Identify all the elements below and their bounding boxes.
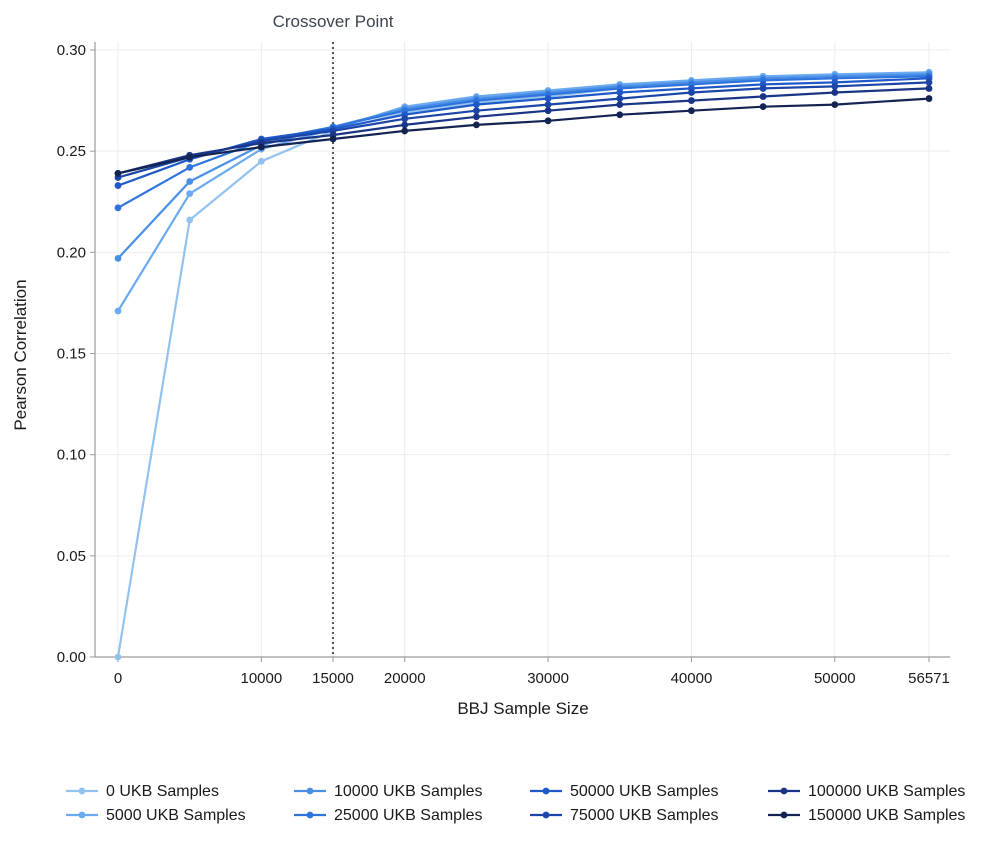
data-point [759, 103, 767, 111]
data-point [472, 101, 480, 109]
data-point [472, 113, 480, 121]
y-tick-label: 0.30 [57, 42, 86, 59]
data-point [114, 182, 122, 189]
legend-item: 0 UKB Samples [66, 783, 219, 800]
y-tick-label: 0.25 [57, 143, 86, 160]
data-point [114, 307, 122, 315]
x-tick-label: 0 [114, 670, 122, 687]
legend-label: 5000 UKB Samples [106, 807, 246, 824]
x-tick-label: 50000 [814, 670, 856, 687]
legend: 0 UKB Samples 5000 UKB Samples 10000 UKB S… [66, 783, 965, 824]
legend-item: 5000 UKB Samples [66, 807, 246, 824]
crossover-label: Crossover Point [273, 12, 394, 31]
data-point [186, 216, 194, 224]
legend-label: 0 UKB Samples [106, 783, 219, 800]
data-point [925, 95, 933, 102]
legend-swatch-marker [780, 787, 788, 795]
legend-item: 50000 UKB Samples [530, 783, 719, 800]
legend-label: 10000 UKB Samples [334, 783, 483, 800]
data-point [925, 85, 933, 92]
series-line [116, 71, 930, 658]
data-point [831, 89, 839, 96]
data-point [114, 255, 122, 262]
data-point [616, 111, 624, 119]
y-tick-label: 0.00 [57, 649, 86, 666]
legend-swatch-marker [542, 787, 550, 795]
legend-item: 100000 UKB Samples [768, 783, 965, 800]
legend-label: 150000 UKB Samples [808, 807, 965, 824]
legend-swatch-marker [306, 811, 314, 819]
data-point [831, 101, 839, 109]
series-line [117, 75, 930, 209]
legend-swatch-marker [78, 787, 86, 795]
legend-item: 10000 UKB Samples [294, 783, 483, 800]
data-point [329, 135, 337, 143]
data-point [114, 170, 122, 177]
legend-label: 75000 UKB Samples [570, 807, 719, 824]
series-line [117, 73, 930, 260]
data-point [688, 89, 695, 96]
x-tick-label: 10000 [241, 670, 283, 687]
data-point [114, 653, 122, 661]
data-point [925, 78, 933, 86]
series-group [114, 95, 933, 177]
y-axis-title: Pearson Correlation [11, 279, 30, 430]
legend-swatch-marker [306, 787, 314, 795]
x-tick-label: 40000 [671, 670, 713, 687]
data-point [401, 115, 409, 123]
data-point [759, 93, 767, 100]
data-point [544, 107, 552, 115]
x-axis-title: BBJ Sample Size [457, 699, 588, 718]
series-lines [114, 68, 933, 661]
y-tick-label: 0.20 [57, 244, 86, 261]
data-point [186, 190, 194, 198]
grid-lines [95, 42, 950, 658]
data-point [688, 107, 695, 115]
data-point [544, 101, 552, 109]
data-point [616, 95, 624, 102]
data-point [401, 127, 409, 135]
series-line [117, 77, 930, 187]
data-point [114, 204, 122, 212]
data-point [544, 117, 552, 125]
annotations: Crossover Point [273, 12, 394, 657]
legend-item: 150000 UKB Samples [768, 807, 965, 824]
series-line [117, 71, 930, 312]
legend-label: 100000 UKB Samples [808, 783, 965, 800]
data-point [616, 89, 624, 96]
axes: 0.00 0.05 0.10 0.15 0.20 0.25 0.30 0 10000 15000 2… [11, 42, 950, 718]
data-point [544, 95, 552, 102]
legend-label: 25000 UKB Samples [334, 807, 483, 824]
data-point [186, 178, 194, 185]
y-tick-label: 0.10 [57, 447, 86, 464]
legend-item: 75000 UKB Samples [530, 807, 719, 824]
x-tick-label: 15000 [312, 670, 354, 687]
data-point [759, 85, 767, 92]
data-point [831, 83, 839, 90]
y-tick-label: 0.15 [57, 346, 86, 363]
data-point [186, 153, 194, 161]
data-point [186, 163, 194, 171]
data-point [257, 143, 265, 151]
y-tick-label: 0.05 [57, 548, 86, 565]
legend-label: 50000 UKB Samples [570, 783, 719, 800]
legend-swatch-marker [78, 811, 86, 819]
data-point [616, 101, 624, 109]
x-tick-label: 20000 [384, 670, 426, 687]
x-tick-label: 30000 [527, 670, 569, 687]
legend-item: 25000 UKB Samples [294, 807, 483, 824]
legend-swatch-marker [542, 811, 550, 819]
data-point [401, 121, 409, 129]
series-line [117, 87, 930, 175]
data-point [472, 121, 480, 129]
data-point [688, 97, 695, 104]
series-line [117, 81, 930, 179]
data-point [472, 107, 480, 115]
legend-swatch-marker [780, 811, 788, 819]
x-tick-label: 56571 [908, 670, 950, 687]
data-point [257, 157, 265, 165]
series-line [117, 97, 930, 175]
